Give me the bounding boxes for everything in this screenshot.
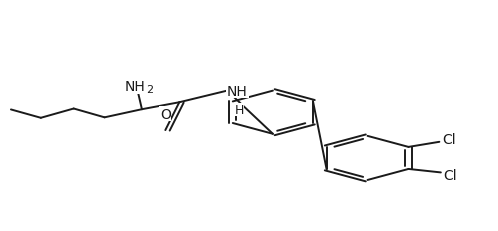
Text: NH: NH [125,80,146,94]
Text: Cl: Cl [442,133,456,147]
Text: H: H [235,104,244,117]
Text: NH: NH [227,84,248,98]
Text: O: O [160,107,171,121]
Text: Cl: Cl [443,168,457,182]
Text: 2: 2 [146,84,153,94]
